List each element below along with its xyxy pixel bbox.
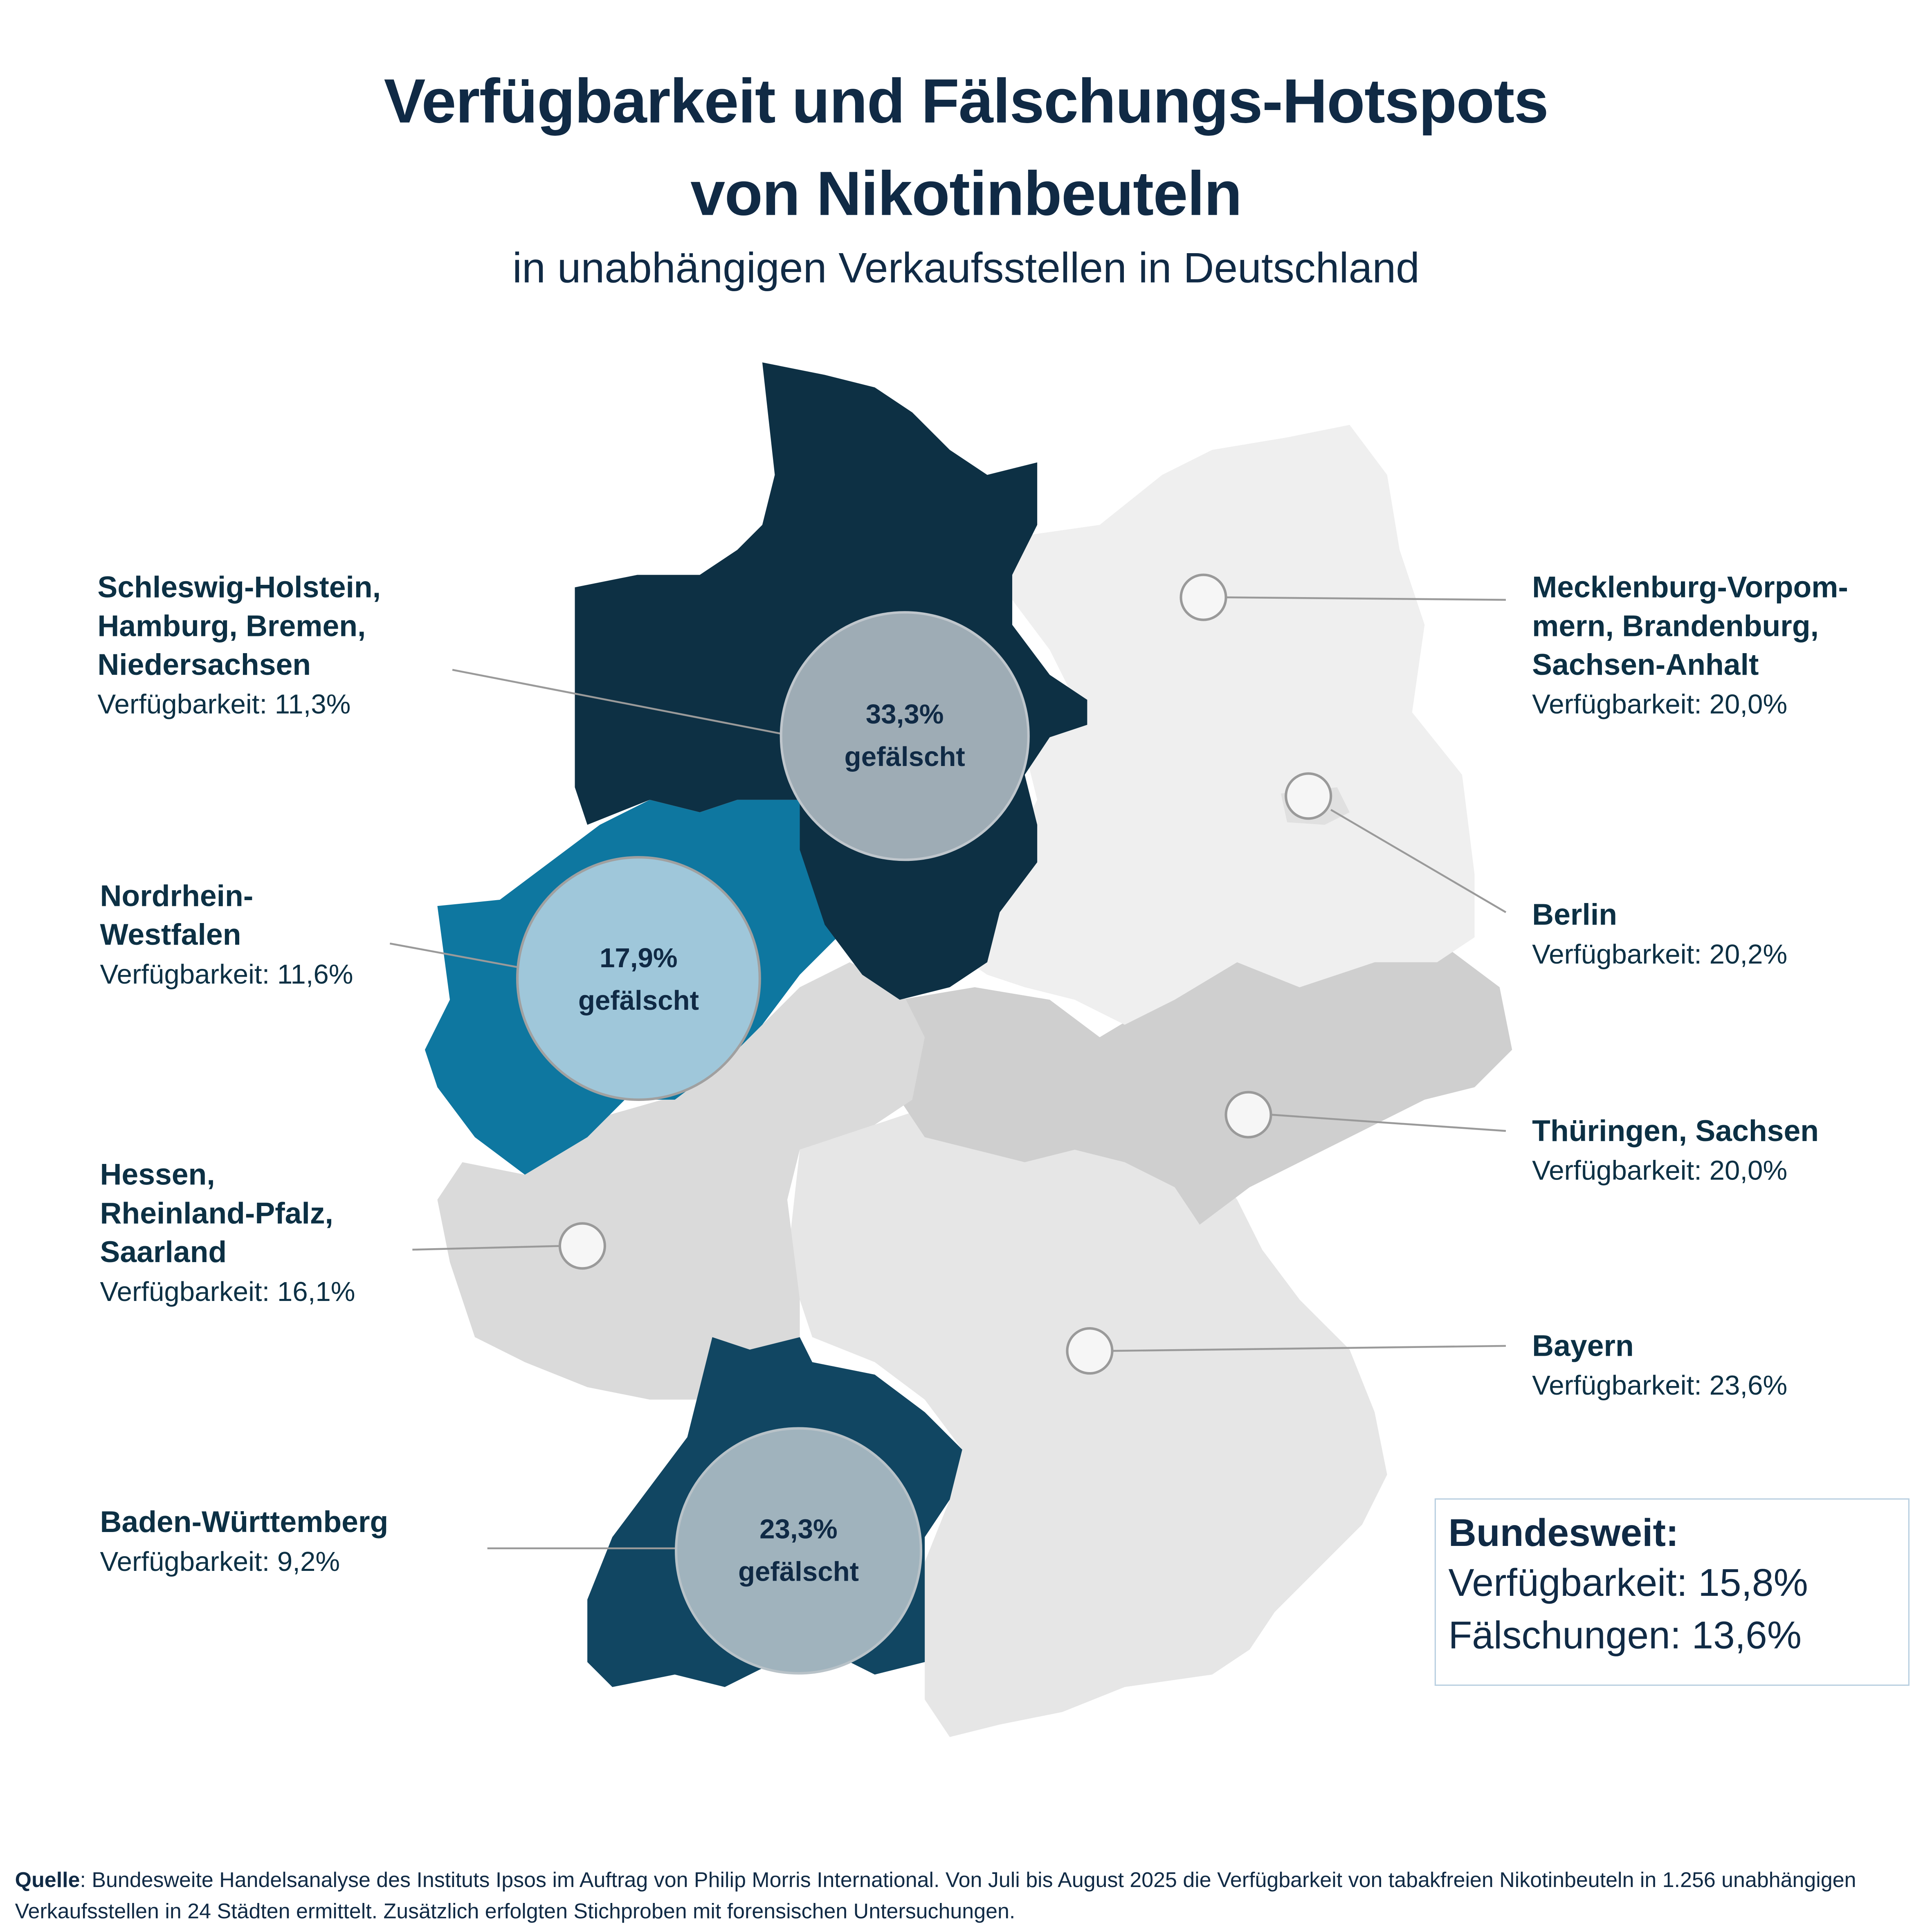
region-name: Sachsen-Anhalt (1532, 648, 1759, 683)
source-text: : Bundesweite Handelsanalyse des Institu… (15, 1868, 1856, 1923)
label-hrs: Hessen, Rheinland-Pfalz, Saarland Verfüg… (100, 1156, 355, 1311)
region-bayern (787, 1099, 1387, 1737)
counterfeit-label-nord: 33,3% gefälscht (780, 694, 1030, 779)
region-name: Rheinland-Pfalz, (100, 1197, 333, 1231)
marker-mbs (1179, 573, 1227, 621)
region-name: Mecklenburg-Vorpom- (1532, 571, 1848, 605)
counterfeit-circle-bw (675, 1427, 923, 1675)
region-name: Thüringen, Sachsen (1532, 1114, 1819, 1149)
counterfeit-word: gefälscht (738, 1556, 859, 1587)
label-nord: Schleswig-Holstein, Hamburg, Bremen, Nie… (97, 568, 381, 723)
leader-lines (389, 596, 1507, 1550)
region-name: Hamburg, Bremen, (97, 610, 366, 644)
counterfeit-pct: 23,3% (759, 1513, 838, 1545)
counterfeit-label-nrw: 17,9% gefälscht (514, 937, 764, 1022)
region-thueringen-sachsen (900, 950, 1512, 1225)
region-hessen-rheinland-pfalz-saarland (437, 962, 925, 1400)
counterfeit-circle-nord (780, 611, 1030, 861)
counterfeit-circle-nrw (516, 856, 761, 1101)
region-name: Saarland (100, 1236, 227, 1270)
marker-ts (1224, 1091, 1272, 1139)
region-name: Westfalen (100, 918, 241, 953)
marker-berlin (1285, 772, 1332, 820)
counterfeit-pct: 33,3% (865, 699, 944, 730)
label-nrw: Nordrhein- Westfalen Verfügbarkeit: 11,6… (100, 877, 353, 993)
summary-availability: Verfügbarkeit: 15,8% (1448, 1561, 1808, 1605)
region-name: Niedersachsen (97, 648, 311, 683)
source-note: Quelle: Bundesweite Handelsanalyse des I… (15, 1865, 1915, 1927)
title-line-2: von Nikotinbeuteln (690, 159, 1242, 229)
label-bw: Baden-Württemberg Verfügbarkeit: 9,2% (100, 1503, 388, 1581)
summary-heading: Bundesweit: (1448, 1511, 1679, 1555)
availability-value: Verfügbarkeit: 20,0% (1532, 688, 1788, 720)
counterfeit-word: gefälscht (844, 741, 965, 773)
label-by: Bayern Verfügbarkeit: 23,6% (1532, 1327, 1787, 1404)
availability-value: Verfügbarkeit: 23,6% (1532, 1369, 1788, 1401)
region-name: Schleswig-Holstein, (97, 571, 381, 605)
region-name: Baden-Württemberg (100, 1505, 389, 1540)
marker-hrs (558, 1222, 606, 1270)
marker-by (1066, 1327, 1114, 1375)
availability-value: Verfügbarkeit: 9,2% (100, 1546, 340, 1577)
region-name: Nordrhein- (100, 880, 254, 914)
label-berlin: Berlin Verfügbarkeit: 20,2% (1532, 896, 1787, 973)
availability-value: Verfügbarkeit: 16,1% (100, 1276, 355, 1307)
source-label: Quelle (15, 1868, 80, 1892)
counterfeit-word: gefälscht (578, 984, 699, 1016)
counterfeit-pct: 17,9% (600, 942, 678, 974)
subtitle: in unabhängigen Verkaufsstellen in Deuts… (512, 245, 1420, 293)
region-mecklenburg-brandenburg-sachsen-anhalt (950, 425, 1475, 1025)
title-line-1: Verfügbarkeit und Fälschungs-Hotspots (384, 66, 1549, 137)
region-name: Bayern (1532, 1330, 1634, 1364)
availability-value: Verfügbarkeit: 20,2% (1532, 938, 1788, 970)
availability-value: Verfügbarkeit: 11,3% (97, 688, 351, 720)
label-mbs: Mecklenburg-Vorpom- mern, Brandenburg, S… (1532, 568, 1848, 723)
availability-value: Verfügbarkeit: 11,6% (100, 958, 353, 990)
availability-value: Verfügbarkeit: 20,0% (1532, 1155, 1788, 1186)
region-name: Hessen, (100, 1158, 215, 1193)
label-ts: Thüringen, Sachsen Verfügbarkeit: 20,0% (1532, 1112, 1819, 1189)
nationwide-summary-box: Bundesweit: Verfügbarkeit: 15,8% Fälschu… (1434, 1498, 1910, 1686)
region-name: mern, Brandenburg, (1532, 610, 1819, 644)
summary-counterfeits: Fälschungen: 13,6% (1448, 1613, 1802, 1657)
region-name: Berlin (1532, 898, 1617, 932)
counterfeit-label-bw: 23,3% gefälscht (674, 1508, 923, 1593)
